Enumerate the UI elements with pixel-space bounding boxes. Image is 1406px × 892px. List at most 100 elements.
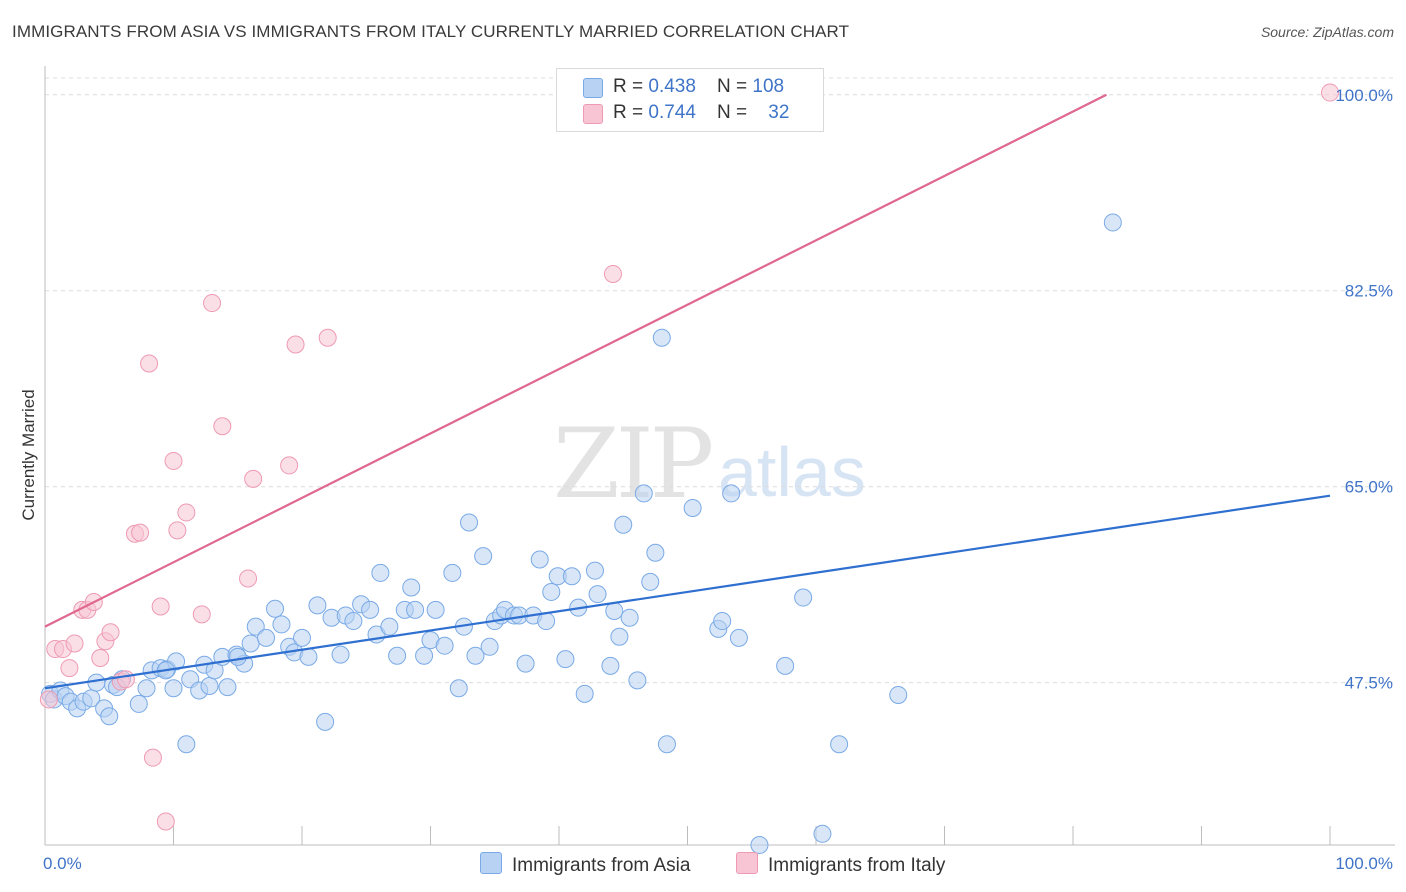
- tick-labels: 47.5% 65.0% 82.5% 100.0% 0.0% 100.0%: [43, 86, 1393, 873]
- bottom-legend-asia: Immigrants from Asia: [480, 852, 690, 877]
- y-tick-label: 47.5%: [1345, 674, 1393, 693]
- legend-italy-r-value: 0.744: [648, 102, 696, 123]
- point-italy: [177, 503, 196, 522]
- point-italy: [168, 521, 187, 540]
- point-asia: [830, 735, 849, 754]
- point-asia: [466, 646, 485, 665]
- point-asia: [415, 646, 434, 665]
- point-italy: [143, 748, 162, 767]
- point-asia: [1103, 213, 1122, 232]
- x-tick-label-min: 0.0%: [43, 854, 82, 873]
- point-asia: [402, 578, 421, 597]
- point-asia: [129, 694, 148, 713]
- point-asia: [218, 678, 237, 697]
- point-italy: [116, 670, 135, 689]
- point-italy: [192, 605, 211, 624]
- axes: [44, 66, 1395, 846]
- point-asia: [729, 628, 748, 647]
- gridlines: [45, 77, 1395, 684]
- point-asia: [722, 484, 741, 503]
- point-asia: [426, 600, 445, 619]
- point-asia: [299, 647, 318, 666]
- y-tick-label: 82.5%: [1345, 282, 1393, 301]
- point-asia: [388, 646, 407, 665]
- point-asia: [750, 836, 769, 854]
- point-asia: [331, 645, 350, 664]
- point-asia: [713, 612, 732, 631]
- point-asia: [628, 671, 647, 690]
- y-axis-label: Currently Married: [19, 389, 38, 520]
- point-asia: [776, 656, 795, 675]
- point-italy: [203, 294, 222, 313]
- point-asia: [556, 650, 575, 669]
- point-italy: [39, 690, 58, 709]
- x-tick-label-max: 100.0%: [1335, 854, 1393, 873]
- point-asia: [562, 567, 581, 586]
- point-asia: [605, 601, 624, 620]
- point-asia: [266, 599, 285, 618]
- point-asia: [474, 547, 493, 566]
- point-italy: [65, 634, 84, 653]
- point-asia: [443, 563, 462, 582]
- bottom-legend-italy: Immigrants from Italy: [736, 852, 945, 877]
- trend-line-asia: [44, 494, 1331, 690]
- point-asia: [228, 647, 247, 666]
- point-asia: [657, 735, 676, 754]
- point-italy: [1321, 83, 1339, 102]
- point-asia: [614, 515, 633, 534]
- point-asia: [620, 608, 639, 627]
- point-asia: [241, 634, 260, 653]
- point-asia: [257, 628, 276, 647]
- point-asia: [164, 679, 183, 698]
- point-asia: [575, 684, 594, 703]
- point-asia: [516, 654, 535, 673]
- legend-italy-n-value: 32: [768, 102, 790, 123]
- point-asia: [435, 636, 454, 655]
- legend-italy-r-label: R =: [613, 102, 649, 123]
- point-italy: [603, 264, 622, 283]
- point-asia: [371, 563, 390, 582]
- point-asia: [480, 637, 499, 656]
- source-credit: Source: ZipAtlas.com: [1260, 24, 1394, 40]
- point-italy: [244, 469, 263, 488]
- point-asia: [200, 677, 219, 696]
- point-italy: [280, 456, 299, 475]
- point-asia: [272, 615, 291, 634]
- point-asia: [683, 498, 702, 517]
- point-asia: [889, 685, 908, 704]
- point-asia: [610, 627, 629, 646]
- legend-swatch-italy: [583, 104, 603, 124]
- point-asia: [542, 582, 561, 601]
- point-italy: [91, 649, 110, 668]
- y-tick-label: 65.0%: [1345, 478, 1393, 497]
- legend-swatch-asia: [583, 78, 603, 98]
- point-italy: [156, 812, 175, 831]
- point-asia: [380, 617, 399, 636]
- legend-italy-n-label: N =: [717, 102, 753, 123]
- point-asia: [293, 628, 311, 647]
- point-asia: [344, 612, 363, 631]
- legend-asia-r-value: 0.438: [648, 76, 696, 97]
- point-asia: [137, 679, 156, 698]
- bottom-legend-asia-label: Immigrants from Asia: [512, 855, 691, 876]
- point-asia: [646, 543, 665, 562]
- point-asia: [87, 673, 106, 692]
- bottom-legend-swatch-asia: [480, 852, 502, 874]
- trend-lines: [44, 93, 1331, 690]
- point-asia: [601, 656, 620, 675]
- point-asia: [100, 707, 119, 726]
- point-italy: [213, 417, 232, 436]
- bottom-legend-italy-label: Immigrants from Italy: [768, 855, 946, 876]
- point-italy: [101, 623, 120, 642]
- legend-asia-n-value: 108: [752, 76, 785, 97]
- legend-asia-r-label: R =: [613, 76, 649, 97]
- point-asia: [449, 679, 468, 698]
- series-italy-points: [39, 83, 1339, 831]
- point-asia: [308, 596, 327, 615]
- point-asia: [585, 561, 604, 580]
- point-asia: [361, 600, 380, 619]
- legend-asia-n-label: N =: [717, 76, 753, 97]
- point-asia: [588, 585, 607, 604]
- point-italy: [318, 328, 337, 347]
